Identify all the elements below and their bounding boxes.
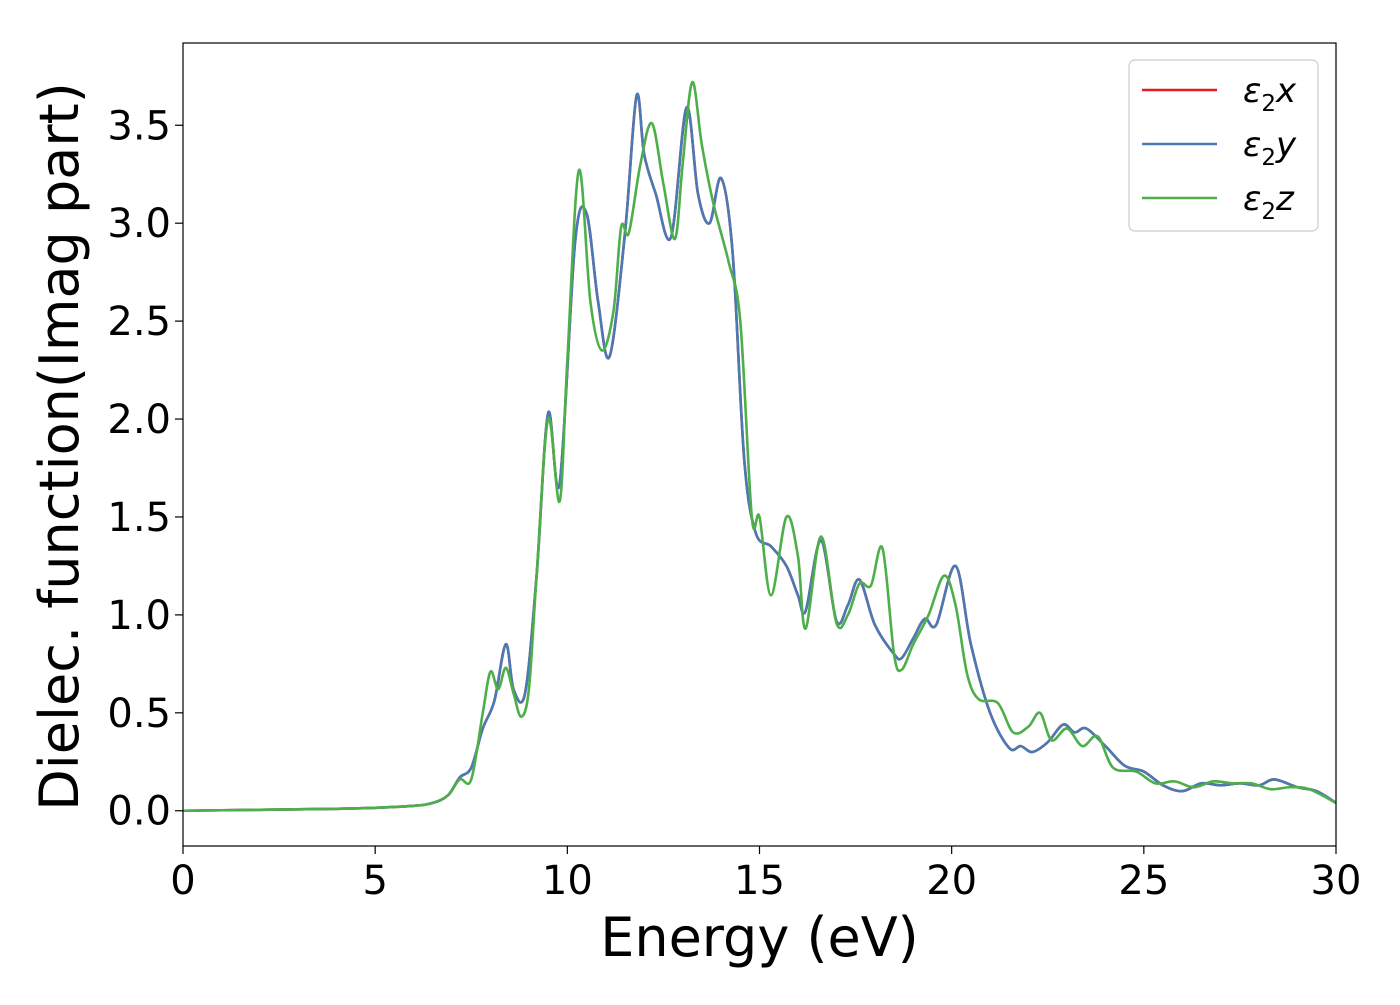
x-tick-label: 10 bbox=[542, 858, 593, 904]
y-tick-label: 2.5 bbox=[107, 299, 171, 345]
legend-symbol: ε bbox=[1243, 179, 1261, 219]
x-tick-label: 0 bbox=[170, 858, 195, 904]
y-tick-label: 3.5 bbox=[107, 103, 171, 149]
x-axis-ticks: 0 5 10 15 20 25 30 bbox=[170, 846, 1361, 904]
x-tick-label: 15 bbox=[734, 858, 785, 904]
y-axis-label: Dielec. function(Imag part) bbox=[28, 82, 91, 811]
x-tick-label: 30 bbox=[1311, 858, 1362, 904]
legend-label-z: ε2z bbox=[1243, 179, 1295, 225]
legend-label-x: ε2x bbox=[1243, 71, 1297, 117]
y-tick-label: 1.5 bbox=[107, 495, 171, 541]
y-axis-ticks: 0.0 0.5 1.0 1.5 2.0 2.5 3.0 3.5 bbox=[107, 103, 183, 835]
legend-label-y: ε2y bbox=[1243, 125, 1297, 171]
x-tick-label: 20 bbox=[926, 858, 977, 904]
legend-symbol: ε bbox=[1243, 125, 1261, 165]
legend-subscript: 2 bbox=[1261, 199, 1276, 225]
y-tick-label: 1.0 bbox=[107, 593, 171, 639]
y-tick-label: 3.0 bbox=[107, 201, 171, 247]
legend-box bbox=[1128, 59, 1319, 232]
x-axis-label: Energy (eV) bbox=[600, 906, 919, 969]
legend-component: x bbox=[1275, 71, 1297, 111]
y-tick-label: 0.5 bbox=[107, 691, 171, 737]
x-tick-label: 25 bbox=[1118, 858, 1169, 904]
legend-component: z bbox=[1275, 179, 1295, 219]
legend-symbol: ε bbox=[1243, 71, 1261, 111]
series-line-e2z bbox=[183, 80, 1336, 813]
legend-subscript: 2 bbox=[1261, 145, 1276, 171]
legend-subscript: 2 bbox=[1261, 91, 1276, 117]
y-tick-label: 0.0 bbox=[107, 789, 171, 835]
x-tick-label: 5 bbox=[362, 858, 387, 904]
legend-component: y bbox=[1275, 125, 1297, 165]
series-layer bbox=[183, 80, 1336, 813]
y-tick-label: 2.0 bbox=[107, 397, 171, 443]
